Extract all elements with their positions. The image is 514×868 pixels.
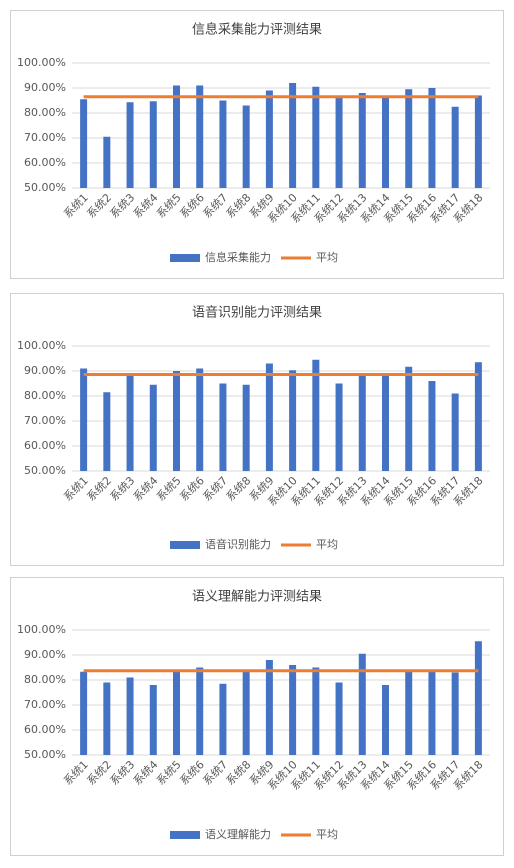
bar xyxy=(265,660,273,755)
legend-label: 语音识别能力 xyxy=(205,537,271,551)
bar xyxy=(126,102,134,188)
bar xyxy=(219,383,227,471)
bar xyxy=(451,106,459,188)
bar xyxy=(451,393,459,471)
bar xyxy=(289,665,297,755)
y-tick-label: 50.00% xyxy=(24,748,66,761)
chart-title: 信息采集能力评测结果 xyxy=(192,22,322,38)
bar xyxy=(219,683,227,755)
y-tick-label: 100.00% xyxy=(17,56,66,69)
bar xyxy=(312,667,320,755)
y-tick-label: 60.00% xyxy=(24,723,66,736)
bar xyxy=(382,376,389,471)
bar xyxy=(428,88,436,188)
bar xyxy=(126,376,134,471)
bar xyxy=(405,89,413,188)
chart-title: 语义理解能力评测结果 xyxy=(192,590,322,605)
legend-label: 语义理解能力 xyxy=(205,827,271,841)
bar xyxy=(103,136,111,188)
bar xyxy=(405,670,413,755)
y-tick-label: 80.00% xyxy=(24,673,66,686)
bar xyxy=(103,392,111,471)
bar xyxy=(265,90,273,188)
bar xyxy=(149,101,157,188)
bar xyxy=(173,371,180,471)
bar xyxy=(80,99,88,188)
legend-label: 信息采集能力 xyxy=(205,250,271,264)
bar xyxy=(382,96,389,188)
y-tick-label: 70.00% xyxy=(24,131,66,144)
y-tick-label: 70.00% xyxy=(24,698,66,711)
bar xyxy=(149,384,157,471)
bar xyxy=(196,85,204,188)
legend-swatch xyxy=(170,541,200,549)
bar xyxy=(428,670,436,755)
bar xyxy=(312,359,320,471)
bar xyxy=(126,677,134,755)
bar xyxy=(451,672,459,755)
bar xyxy=(242,105,250,188)
y-tick-label: 90.00% xyxy=(24,81,66,94)
bar xyxy=(196,667,204,755)
chart-title: 语音识别能力评测结果 xyxy=(192,305,322,321)
y-tick-label: 80.00% xyxy=(24,106,66,119)
bar xyxy=(173,85,180,188)
legend-label: 平均 xyxy=(316,251,338,264)
y-tick-label: 50.00% xyxy=(24,464,66,477)
bar xyxy=(265,363,273,471)
y-tick-label: 60.00% xyxy=(24,156,66,169)
legend-swatch xyxy=(170,254,200,262)
bar xyxy=(173,670,180,755)
chart-panel xyxy=(10,10,504,279)
bar xyxy=(289,370,297,471)
bar xyxy=(358,653,366,755)
bar xyxy=(80,671,88,755)
bar xyxy=(474,641,482,755)
bar xyxy=(474,95,482,188)
y-tick-label: 90.00% xyxy=(24,364,66,377)
bar xyxy=(242,671,250,755)
y-tick-label: 80.00% xyxy=(24,389,66,402)
y-tick-label: 100.00% xyxy=(17,339,66,352)
bar xyxy=(312,86,320,188)
y-tick-label: 50.00% xyxy=(24,181,66,194)
chart-panel xyxy=(10,293,504,566)
bar xyxy=(219,100,227,188)
bar xyxy=(335,682,343,755)
legend-label: 平均 xyxy=(316,828,338,841)
legend-swatch xyxy=(170,831,200,839)
bar xyxy=(382,685,389,755)
bar xyxy=(358,93,366,188)
bar xyxy=(358,374,366,471)
y-tick-label: 60.00% xyxy=(24,439,66,452)
legend-label: 平均 xyxy=(316,538,338,551)
bar xyxy=(428,381,436,471)
bar xyxy=(242,384,250,471)
y-tick-label: 100.00% xyxy=(17,623,66,636)
bar xyxy=(335,383,343,471)
bar xyxy=(474,362,482,471)
bar xyxy=(149,685,157,755)
bar xyxy=(103,682,111,755)
bar xyxy=(289,83,297,188)
y-tick-label: 90.00% xyxy=(24,648,66,661)
bar xyxy=(80,368,88,471)
bar xyxy=(335,96,343,188)
bar xyxy=(196,368,204,471)
bar xyxy=(405,366,413,471)
chart-panel xyxy=(10,577,504,856)
y-tick-label: 70.00% xyxy=(24,414,66,427)
